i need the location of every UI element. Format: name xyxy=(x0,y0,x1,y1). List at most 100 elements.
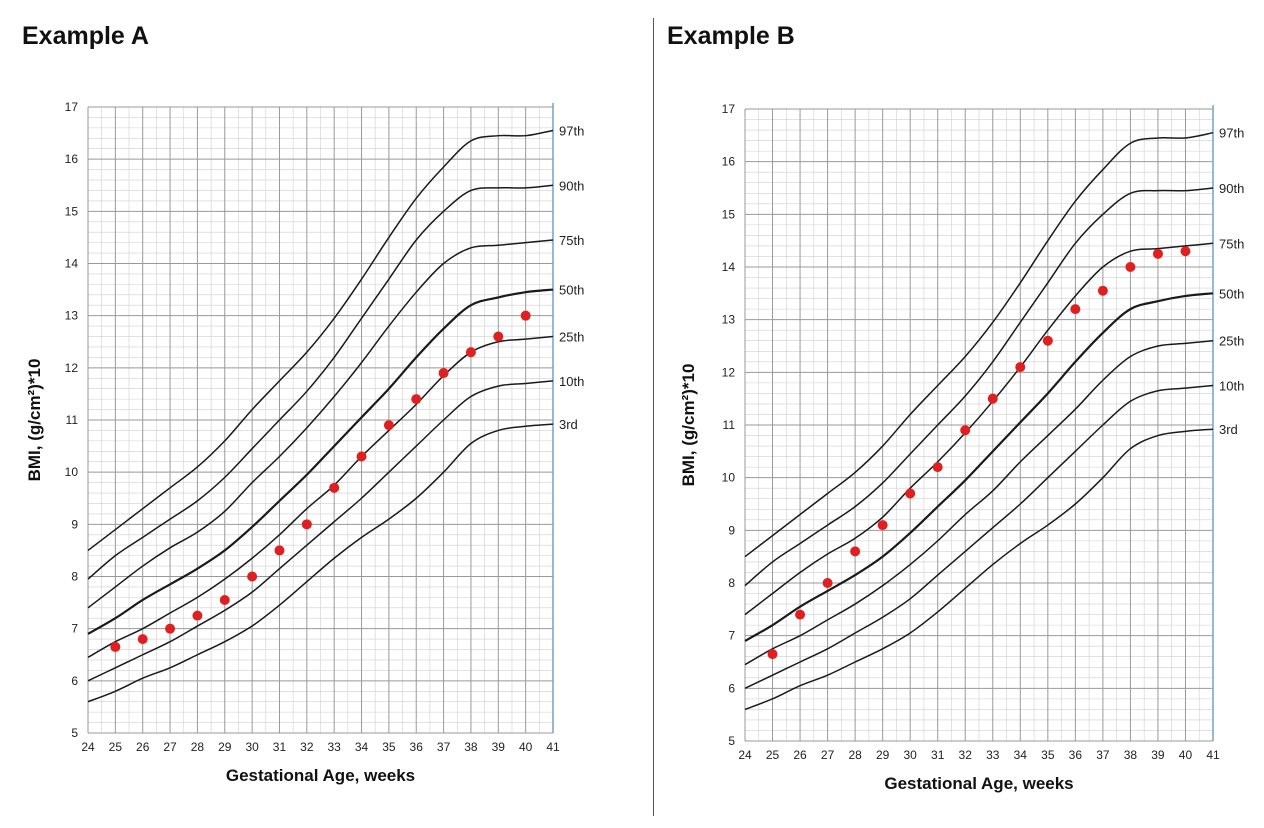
x-tick-label: 37 xyxy=(1096,748,1110,762)
data-point xyxy=(1180,246,1191,257)
percentile-label: 3rd xyxy=(1219,422,1238,437)
grid xyxy=(87,106,554,734)
percentile-label: 75th xyxy=(559,233,584,248)
x-tick-label: 37 xyxy=(437,740,451,754)
percentile-label: 25th xyxy=(1219,334,1244,349)
y-tick-label: 6 xyxy=(71,674,78,688)
y-tick-label: 7 xyxy=(71,622,78,636)
percentile-curve-50th xyxy=(744,292,1214,642)
data-point xyxy=(1125,262,1136,272)
x-tick-label: 26 xyxy=(793,748,807,762)
x-tick-label: 31 xyxy=(931,748,945,762)
y-tick-label: 16 xyxy=(722,155,736,169)
data-point xyxy=(932,462,943,473)
percentile-curve-97th xyxy=(87,129,554,552)
x-tick-label: 36 xyxy=(1069,748,1083,762)
data-point xyxy=(1097,285,1108,296)
x-tick-label: 27 xyxy=(163,740,177,754)
x-axis-label: Gestational Age, weeks xyxy=(884,774,1073,793)
percentile-curve-50th xyxy=(87,288,554,635)
y-tick-label: 14 xyxy=(65,257,79,271)
data-point xyxy=(822,578,833,588)
x-tick-label: 34 xyxy=(355,740,369,754)
x-tick-label: 40 xyxy=(1179,748,1193,762)
data-point xyxy=(438,368,449,379)
y-tick-label: 7 xyxy=(728,629,735,643)
y-tick-label: 12 xyxy=(65,361,79,375)
example-a-chart: 24 25 26 27 28 29 30 31 32 33 34 35 36 37 38 39 40 41 5 6 7 8… xyxy=(25,100,584,785)
y-tick-label: 6 xyxy=(728,681,735,695)
y-tick-label: 12 xyxy=(722,365,736,379)
x-tick-label: 27 xyxy=(821,748,835,762)
x-tick-label: 29 xyxy=(218,740,232,754)
y-tick-label: 10 xyxy=(65,465,79,479)
percentile-curve-10th xyxy=(87,380,554,682)
data-point xyxy=(493,331,504,342)
data-point xyxy=(110,641,121,652)
percentile-curve-3rd xyxy=(87,423,554,703)
percentile-label: 3rd xyxy=(559,417,578,432)
x-tick-label: 31 xyxy=(273,740,287,754)
data-point xyxy=(767,649,778,660)
panel-divider xyxy=(653,18,654,816)
data-point xyxy=(301,519,312,530)
percentile-label: 90th xyxy=(1219,181,1244,196)
data-point xyxy=(219,594,230,605)
x-tick-label: 29 xyxy=(876,748,890,762)
x-tick-label: 28 xyxy=(848,748,862,762)
x-tick-label: 24 xyxy=(81,740,95,754)
x-tick-label: 30 xyxy=(245,740,259,754)
y-tick-label: 11 xyxy=(723,418,736,432)
x-tick-label: 39 xyxy=(1151,748,1165,762)
percentile-label: 50th xyxy=(1219,286,1244,301)
x-tick-label: 39 xyxy=(492,740,506,754)
percentile-curve-10th xyxy=(744,384,1214,690)
x-tick-label: 33 xyxy=(327,740,341,754)
y-tick-label: 5 xyxy=(71,726,78,740)
x-tick-label: 38 xyxy=(464,740,478,754)
percentile-label: 75th xyxy=(1219,236,1244,251)
data-point xyxy=(850,546,861,557)
y-tick-label: 9 xyxy=(71,517,78,531)
percentile-label: 10th xyxy=(559,374,584,389)
percentile-label: 10th xyxy=(1219,379,1244,394)
x-tick-label: 26 xyxy=(136,740,150,754)
data-point xyxy=(356,451,367,462)
percentile-label: 97th xyxy=(559,123,584,138)
percentile-curve-75th xyxy=(744,242,1214,616)
y-tick-label: 15 xyxy=(722,207,736,221)
data-point xyxy=(795,609,806,620)
x-tick-label: 30 xyxy=(903,748,917,762)
x-tick-label: 28 xyxy=(191,740,205,754)
data-point xyxy=(905,488,916,499)
data-point xyxy=(192,610,203,621)
x-tick-label: 35 xyxy=(382,740,396,754)
x-tick-label: 25 xyxy=(109,740,123,754)
example-b-title: Example B xyxy=(667,22,795,50)
example-a-title: Example A xyxy=(22,22,149,50)
percentile-label: 50th xyxy=(559,283,584,298)
data-point xyxy=(1015,362,1026,373)
data-point xyxy=(165,623,176,634)
x-tick-label: 34 xyxy=(1014,748,1028,762)
x-tick-label: 40 xyxy=(519,740,533,754)
x-tick-label: 32 xyxy=(300,740,314,754)
percentile-curve-90th xyxy=(744,187,1214,587)
y-tick-label: 16 xyxy=(65,152,79,166)
example-b-chart: 24 25 26 27 28 29 30 31 32 33 34 35 36 37 38 39 40 41 5 6 7 8… xyxy=(679,102,1244,793)
data-point xyxy=(1042,335,1053,346)
data-point xyxy=(274,545,285,556)
data-point xyxy=(465,347,476,358)
data-point xyxy=(520,310,531,321)
x-tick-label: 36 xyxy=(410,740,424,754)
x-tick-label: 25 xyxy=(766,748,780,762)
data-point xyxy=(329,482,340,493)
data-point xyxy=(383,420,394,431)
percentile-curve-25th xyxy=(744,339,1214,666)
percentile-label: 25th xyxy=(559,330,584,345)
y-tick-label: 8 xyxy=(71,570,78,584)
x-tick-label: 38 xyxy=(1124,748,1138,762)
y-tick-label: 13 xyxy=(65,309,79,323)
x-tick-label: 32 xyxy=(959,748,973,762)
y-tick-label: 11 xyxy=(66,413,79,427)
